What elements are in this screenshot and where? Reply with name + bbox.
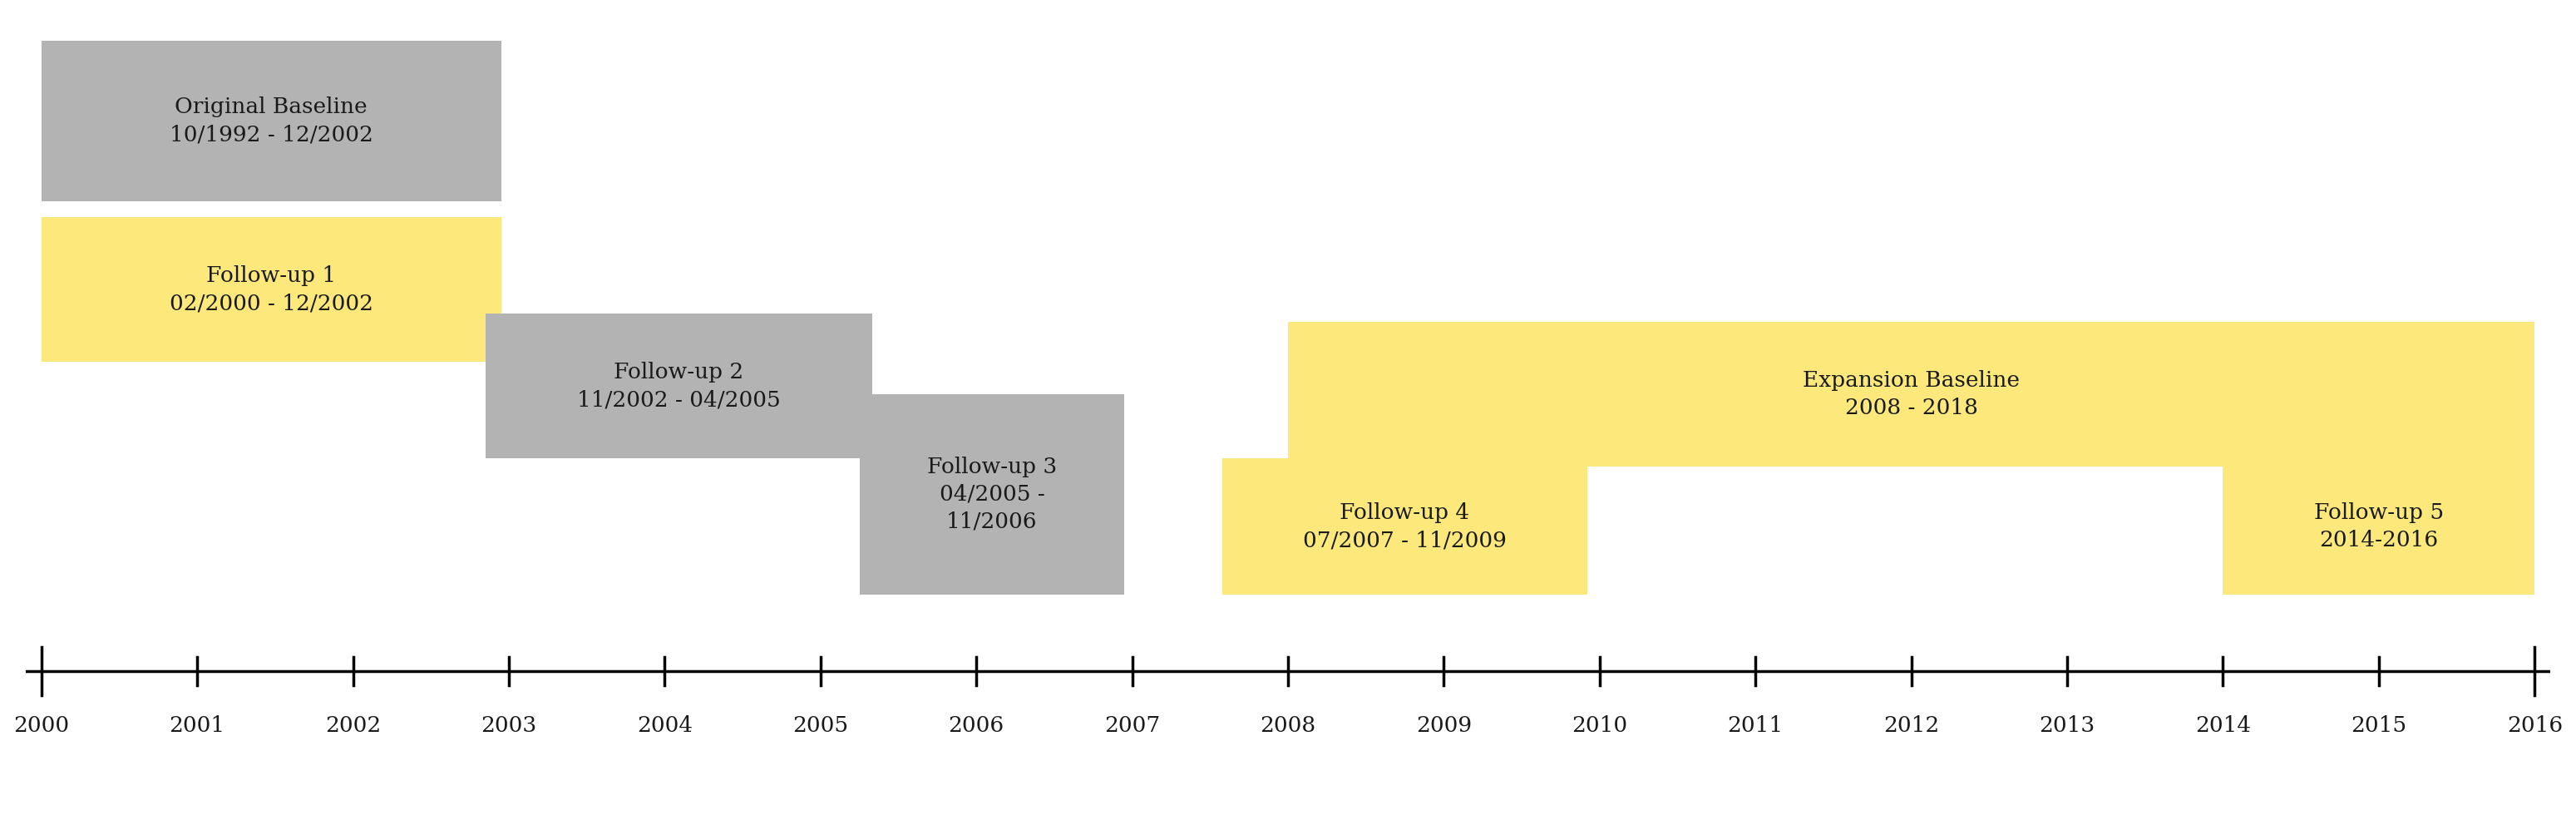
Bar — [484, 313, 871, 458]
Text: Expansion Baseline
2008 - 2018: Expansion Baseline 2008 - 2018 — [1803, 370, 2020, 418]
Text: Follow-up 2
11/2002 - 04/2005: Follow-up 2 11/2002 - 04/2005 — [577, 362, 781, 410]
Text: 2012: 2012 — [1883, 715, 1940, 736]
Text: 2000: 2000 — [13, 715, 70, 736]
Bar — [1288, 321, 2535, 467]
Text: Original Baseline
10/1992 - 12/2002: Original Baseline 10/1992 - 12/2002 — [170, 97, 374, 145]
Text: 2014: 2014 — [2195, 715, 2251, 736]
Text: 2002: 2002 — [325, 715, 381, 736]
Text: 2010: 2010 — [1571, 715, 1628, 736]
Bar — [41, 217, 502, 362]
Text: 2003: 2003 — [482, 715, 536, 736]
Bar — [860, 394, 1123, 594]
Bar — [1224, 458, 1587, 594]
Bar — [41, 40, 502, 201]
Text: 2005: 2005 — [793, 715, 848, 736]
Text: 2007: 2007 — [1105, 715, 1159, 736]
Text: Follow-up 1
02/2000 - 12/2002: Follow-up 1 02/2000 - 12/2002 — [170, 266, 374, 313]
Text: 2006: 2006 — [948, 715, 1005, 736]
Text: 2013: 2013 — [2040, 715, 2094, 736]
Text: 2011: 2011 — [1728, 715, 1783, 736]
Text: 2016: 2016 — [2506, 715, 2563, 736]
Text: Follow-up 3
04/2005 -
11/2006: Follow-up 3 04/2005 - 11/2006 — [927, 457, 1056, 532]
Bar — [2223, 458, 2535, 594]
Text: 2015: 2015 — [2352, 715, 2406, 736]
Text: 2009: 2009 — [1417, 715, 1471, 736]
Text: Follow-up 4
07/2007 - 11/2009: Follow-up 4 07/2007 - 11/2009 — [1303, 503, 1507, 551]
Text: 2004: 2004 — [636, 715, 693, 736]
Text: Follow-up 5
2014-2016: Follow-up 5 2014-2016 — [2313, 503, 2445, 551]
Text: 2008: 2008 — [1260, 715, 1316, 736]
Text: 2001: 2001 — [170, 715, 224, 736]
